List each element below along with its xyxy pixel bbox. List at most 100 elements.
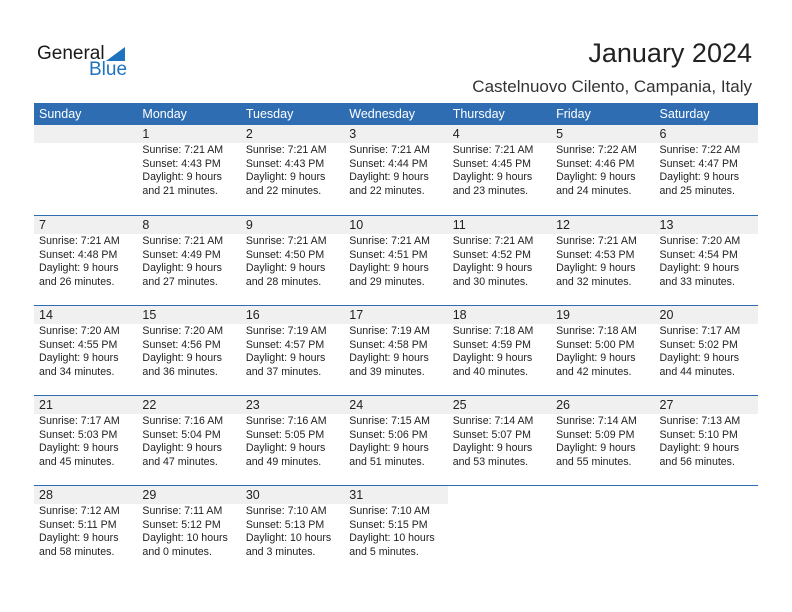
day-number: 19 — [551, 306, 655, 324]
sunset-text: Sunset: 5:11 PM — [39, 518, 117, 531]
sunrise-text: Sunrise: 7:21 AM — [452, 235, 534, 247]
day-number: 5 — [551, 125, 655, 143]
day-cell: 15 Sunrise: 7:20 AM Sunset: 4:56 PM Dayligh… — [137, 306, 241, 395]
daylight2-text: and 24 minutes. — [556, 184, 632, 197]
day-number: 20 — [654, 306, 758, 324]
daylight2-text: and 29 minutes. — [349, 275, 425, 288]
sunset-text: Sunset: 4:51 PM — [349, 248, 428, 261]
sunrise-text: Sunrise: 7:21 AM — [452, 144, 534, 156]
daylight1-text: Daylight: 9 hours — [452, 442, 533, 454]
daylight2-text: and 21 minutes. — [142, 184, 218, 197]
day-cell: 20 Sunrise: 7:17 AM Sunset: 5:02 PM Dayligh… — [654, 306, 758, 395]
day-cell: 7 Sunrise: 7:21 AM Sunset: 4:48 PM Daylight… — [34, 216, 138, 305]
daylight2-text: and 39 minutes. — [349, 365, 425, 378]
sunset-text: Sunset: 4:44 PM — [349, 157, 428, 170]
sunrise-text: Sunrise: 7:14 AM — [452, 415, 534, 427]
day-cell: 27 Sunrise: 7:13 AM Sunset: 5:10 PM Dayligh… — [654, 396, 758, 485]
sunrise-text: Sunrise: 7:22 AM — [556, 144, 637, 156]
sunrise-text: Sunrise: 7:21 AM — [39, 235, 120, 247]
daylight1-text: Daylight: 9 hours — [659, 352, 740, 364]
day-cell: 2 Sunrise: 7:21 AM Sunset: 4:43 PM Daylight… — [240, 125, 345, 215]
day-number: 9 — [240, 216, 345, 234]
week-row: 21 Sunrise: 7:17 AM Sunset: 5:03 PM Dayligh… — [34, 395, 758, 485]
day-cell: 1 Sunrise: 7:21 AM Sunset: 4:43 PM Daylight… — [137, 125, 241, 215]
weekday-monday: Monday — [142, 107, 187, 121]
daylight1-text: Daylight: 10 hours — [142, 532, 228, 544]
sunset-text: Sunset: 5:10 PM — [659, 428, 738, 441]
sunset-text: Sunset: 4:43 PM — [142, 157, 221, 170]
day-cell: 8 Sunrise: 7:21 AM Sunset: 4:49 PM Daylight… — [137, 216, 241, 305]
daylight1-text: Daylight: 9 hours — [452, 352, 533, 364]
day-cell: 25 Sunrise: 7:14 AM Sunset: 5:07 PM Dayligh… — [447, 396, 552, 485]
daylight1-text: Daylight: 9 hours — [659, 262, 740, 274]
day-cell: 23 Sunrise: 7:16 AM Sunset: 5:05 PM Dayligh… — [240, 396, 345, 485]
day-cell: 13 Sunrise: 7:20 AM Sunset: 4:54 PM Dayligh… — [654, 216, 758, 305]
daylight1-text: Daylight: 9 hours — [556, 262, 636, 274]
sunrise-text: Sunrise: 7:16 AM — [245, 415, 327, 427]
daylight1-text: Daylight: 9 hours — [39, 352, 119, 364]
daylight2-text: and 45 minutes. — [39, 455, 115, 468]
sunrise-text: Sunrise: 7:13 AM — [659, 415, 741, 427]
sunset-text: Sunset: 4:58 PM — [349, 338, 428, 351]
day-number: 17 — [344, 306, 448, 324]
sunset-text: Sunset: 4:46 PM — [556, 157, 635, 170]
daylight1-text: Daylight: 9 hours — [142, 352, 222, 364]
day-number: 18 — [447, 306, 552, 324]
sunrise-text: Sunrise: 7:12 AM — [39, 505, 120, 517]
sunrise-text: Sunrise: 7:14 AM — [556, 415, 637, 427]
location-subtitle: Castelnuovo Cilento, Campania, Italy — [472, 77, 752, 96]
daylight1-text: Daylight: 9 hours — [245, 442, 326, 454]
weekday-friday: Friday — [556, 107, 591, 121]
day-number: 27 — [654, 396, 758, 414]
day-number: 24 — [344, 396, 448, 414]
daylight1-text: Daylight: 10 hours — [245, 532, 332, 544]
daylight1-text: Daylight: 9 hours — [659, 442, 740, 454]
sunset-text: Sunset: 5:03 PM — [39, 428, 118, 441]
sunset-text: Sunset: 5:12 PM — [142, 518, 221, 531]
day-number: 31 — [344, 486, 448, 504]
daylight2-text: and 32 minutes. — [556, 275, 632, 288]
week-row: 1 Sunrise: 7:21 AM Sunset: 4:43 PM Daylight… — [34, 125, 758, 215]
daylight2-text: and 42 minutes. — [556, 365, 632, 378]
weekday-tuesday: Tuesday — [245, 107, 294, 121]
sunset-text: Sunset: 5:06 PM — [349, 428, 428, 441]
empty-day-cell — [655, 486, 758, 575]
empty-day-cell — [448, 486, 551, 575]
daylight1-text: Daylight: 9 hours — [556, 352, 636, 364]
daylight2-text: and 25 minutes. — [659, 184, 735, 197]
day-cell: 9 Sunrise: 7:21 AM Sunset: 4:50 PM Daylight… — [240, 216, 345, 305]
logo-text-blue: Blue — [89, 59, 128, 80]
day-cell: 17 Sunrise: 7:19 AM Sunset: 4:58 PM Dayligh… — [344, 306, 448, 395]
sunrise-text: Sunrise: 7:21 AM — [556, 235, 637, 247]
daylight2-text: and 22 minutes. — [245, 184, 322, 197]
day-number: 2 — [240, 125, 345, 143]
day-number: 6 — [654, 125, 758, 143]
day-number: 26 — [551, 396, 655, 414]
daylight1-text: Daylight: 9 hours — [142, 171, 222, 183]
day-cell: 24 Sunrise: 7:15 AM Sunset: 5:06 PM Dayligh… — [344, 396, 448, 485]
day-number: 23 — [240, 396, 345, 414]
sunset-text: Sunset: 5:04 PM — [142, 428, 221, 441]
day-cell: 6 Sunrise: 7:22 AM Sunset: 4:47 PM Daylight… — [654, 125, 758, 215]
sunset-text: Sunset: 4:50 PM — [245, 248, 325, 261]
sunset-text: Sunset: 4:53 PM — [556, 248, 635, 261]
empty-day-cell — [551, 486, 654, 575]
sunrise-text: Sunrise: 7:10 AM — [245, 505, 327, 517]
day-number: 1 — [137, 125, 241, 143]
calendar-grid: 1 Sunrise: 7:21 AM Sunset: 4:43 PM Daylight… — [34, 125, 758, 575]
day-number: 3 — [344, 125, 448, 143]
day-number: 8 — [137, 216, 241, 234]
sunset-text: Sunset: 5:15 PM — [349, 518, 428, 531]
day-number: 22 — [137, 396, 241, 414]
day-cell: 10 Sunrise: 7:21 AM Sunset: 4:51 PM Dayligh… — [344, 216, 448, 305]
sunrise-text: Sunrise: 7:21 AM — [245, 235, 327, 247]
sunrise-text: Sunrise: 7:20 AM — [659, 235, 741, 247]
daylight2-text: and 47 minutes. — [142, 455, 218, 468]
day-cell: 31 Sunrise: 7:10 AM Sunset: 5:15 PM Dayligh… — [344, 486, 448, 575]
daylight2-text: and 26 minutes. — [39, 275, 115, 288]
sunrise-text: Sunrise: 7:19 AM — [349, 325, 430, 337]
week-row: 14 Sunrise: 7:20 AM Sunset: 4:55 PM Dayligh… — [34, 305, 758, 395]
day-number: 12 — [551, 216, 655, 234]
empty-day-band — [34, 125, 138, 143]
